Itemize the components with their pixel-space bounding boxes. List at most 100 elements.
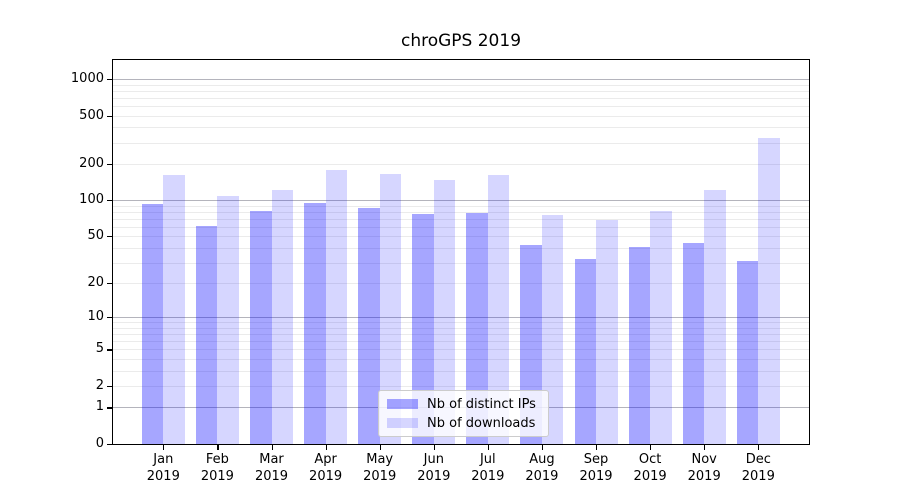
x-tick-label-month: Aug: [529, 452, 555, 467]
y-tick-200: [107, 163, 112, 166]
x-tick-label-month: Nov: [691, 452, 717, 467]
y-gridline-minor-30: [113, 262, 809, 264]
x-tick-jan: [163, 445, 165, 450]
y-gridline-minor-80: [113, 211, 809, 213]
bar-downloads-aug: [541, 214, 564, 444]
y-tick-label-10: 10: [87, 309, 104, 325]
y-gridline-minor-6: [113, 341, 809, 343]
legend-swatch-distinct-ips: [387, 399, 418, 409]
x-tick-label-month: Oct: [638, 452, 662, 467]
y-gridline-minor-3: [113, 370, 809, 372]
x-tick-label-month: May: [366, 452, 394, 467]
y-tick-5: [107, 349, 112, 351]
bar-downloads-nov: [704, 189, 726, 444]
bar-distinct-ips-dec: [736, 260, 759, 444]
x-tick-label-month: Jul: [479, 452, 496, 467]
x-tick-label-month: Jun: [423, 452, 444, 467]
x-tick-label-dec: Dec 2019: [728, 451, 788, 485]
bar-downloads-sep: [596, 220, 618, 444]
y-tick-label-50: 50: [87, 228, 104, 244]
x-tick-label-month: Sep: [583, 452, 609, 467]
x-tick-label-year: 2019: [525, 469, 559, 484]
x-tick-label-jun: Jun 2019: [404, 451, 464, 485]
x-tick-label-year: 2019: [254, 469, 289, 484]
legend-label-distinct-ips: Nb of distinct IPs: [427, 396, 536, 412]
x-tick-label-month: Mar: [259, 452, 284, 467]
y-gridline-minor-700: [113, 97, 809, 99]
y-gridline-minor-70: [113, 218, 809, 220]
y-tick-20: [107, 283, 112, 285]
y-tick-2: [107, 386, 112, 388]
x-tick-label-month: Jan: [153, 452, 174, 467]
bar-distinct-ips-may: [358, 208, 380, 444]
x-tick-label-year: 2019: [417, 469, 451, 484]
y-gridline-minor-40: [113, 247, 809, 249]
y-gridline-minor-50: [113, 236, 809, 238]
bar-distinct-ips-mar: [250, 211, 272, 444]
x-tick-mar: [271, 445, 273, 450]
x-tick-label-year: 2019: [471, 469, 505, 484]
x-tick-label-mar: Mar 2019: [242, 451, 302, 485]
y-tick-500: [107, 115, 112, 117]
x-tick-dec: [758, 445, 760, 450]
x-tick-label-jan: Jan 2019: [133, 451, 193, 485]
chart-title: chroGPS 2019: [400, 31, 522, 51]
bar-distinct-ips-feb: [195, 226, 218, 444]
x-tick-label-year: 2019: [146, 469, 180, 484]
y-gridline-minor-60: [113, 226, 809, 228]
bar-downloads-jul: [487, 174, 510, 444]
x-tick-label-may: May 2019: [350, 451, 410, 485]
x-tick-jul: [487, 445, 489, 450]
y-gridline-minor-4: [113, 359, 809, 360]
x-tick-label-sep: Sep 2019: [566, 451, 626, 485]
x-tick-label-aug: Aug 2019: [512, 451, 572, 485]
x-tick-label-month: Dec: [745, 452, 771, 467]
bar-downloads-jun: [433, 179, 456, 444]
bar-distinct-ips-apr: [304, 202, 326, 444]
legend: Nb of distinct IPs Nb of downloads: [378, 390, 549, 437]
y-gridline-minor-800: [113, 90, 809, 92]
bar-distinct-ips-oct: [628, 246, 651, 444]
bar-distinct-ips-jan: [141, 203, 164, 444]
plot-area: Nb of distinct IPs Nb of downloads: [113, 60, 809, 444]
y-gridline-minor-8: [113, 327, 809, 329]
x-tick-label-apr: Apr 2019: [296, 451, 356, 485]
x-tick-label-year: 2019: [741, 469, 775, 484]
bar-distinct-ips-jun: [412, 213, 434, 444]
x-tick-label-year: 2019: [200, 469, 234, 484]
x-tick-label-year: 2019: [687, 469, 721, 484]
x-tick-label-month: Feb: [205, 452, 229, 467]
y-tick-label-1000: 1000: [70, 71, 104, 87]
y-tick-label-0: 0: [95, 436, 104, 451]
x-tick-may: [379, 445, 381, 450]
y-tick-50: [107, 236, 112, 238]
legend-label-downloads: Nb of downloads: [427, 415, 536, 431]
x-tick-label-feb: Feb 2019: [187, 451, 247, 485]
y-tick-label-5: 5: [95, 341, 104, 357]
bar-downloads-oct: [650, 210, 672, 444]
legend-swatch-downloads: [387, 418, 418, 428]
y-tick-0: [107, 444, 112, 446]
y-tick-10: [107, 317, 112, 319]
y-tick-label-500: 500: [79, 107, 104, 123]
y-tick-label-2: 2: [95, 378, 104, 393]
y-gridline-minor-20: [113, 283, 809, 285]
y-gridline-minor-7: [113, 334, 809, 336]
x-tick-oct: [650, 445, 652, 450]
bar-downloads-apr: [325, 169, 348, 444]
y-gridline-minor-900: [113, 84, 809, 86]
y-tick-1000: [107, 79, 112, 81]
bar-downloads-mar: [271, 189, 293, 444]
legend-item-distinct-ips: Nb of distinct IPs: [387, 397, 540, 412]
y-tick-label-100: 100: [79, 192, 104, 208]
y-gridline-minor-500: [113, 115, 809, 117]
x-tick-label-year: 2019: [633, 469, 667, 484]
x-tick-aug: [541, 445, 544, 450]
x-tick-nov: [704, 445, 706, 450]
x-tick-label-year: 2019: [579, 469, 613, 484]
y-gridline-major-10: [113, 317, 809, 319]
y-gridline-minor-90: [113, 205, 809, 207]
y-gridline-minor-2: [113, 386, 809, 387]
y-gridline-minor-200: [113, 163, 809, 165]
